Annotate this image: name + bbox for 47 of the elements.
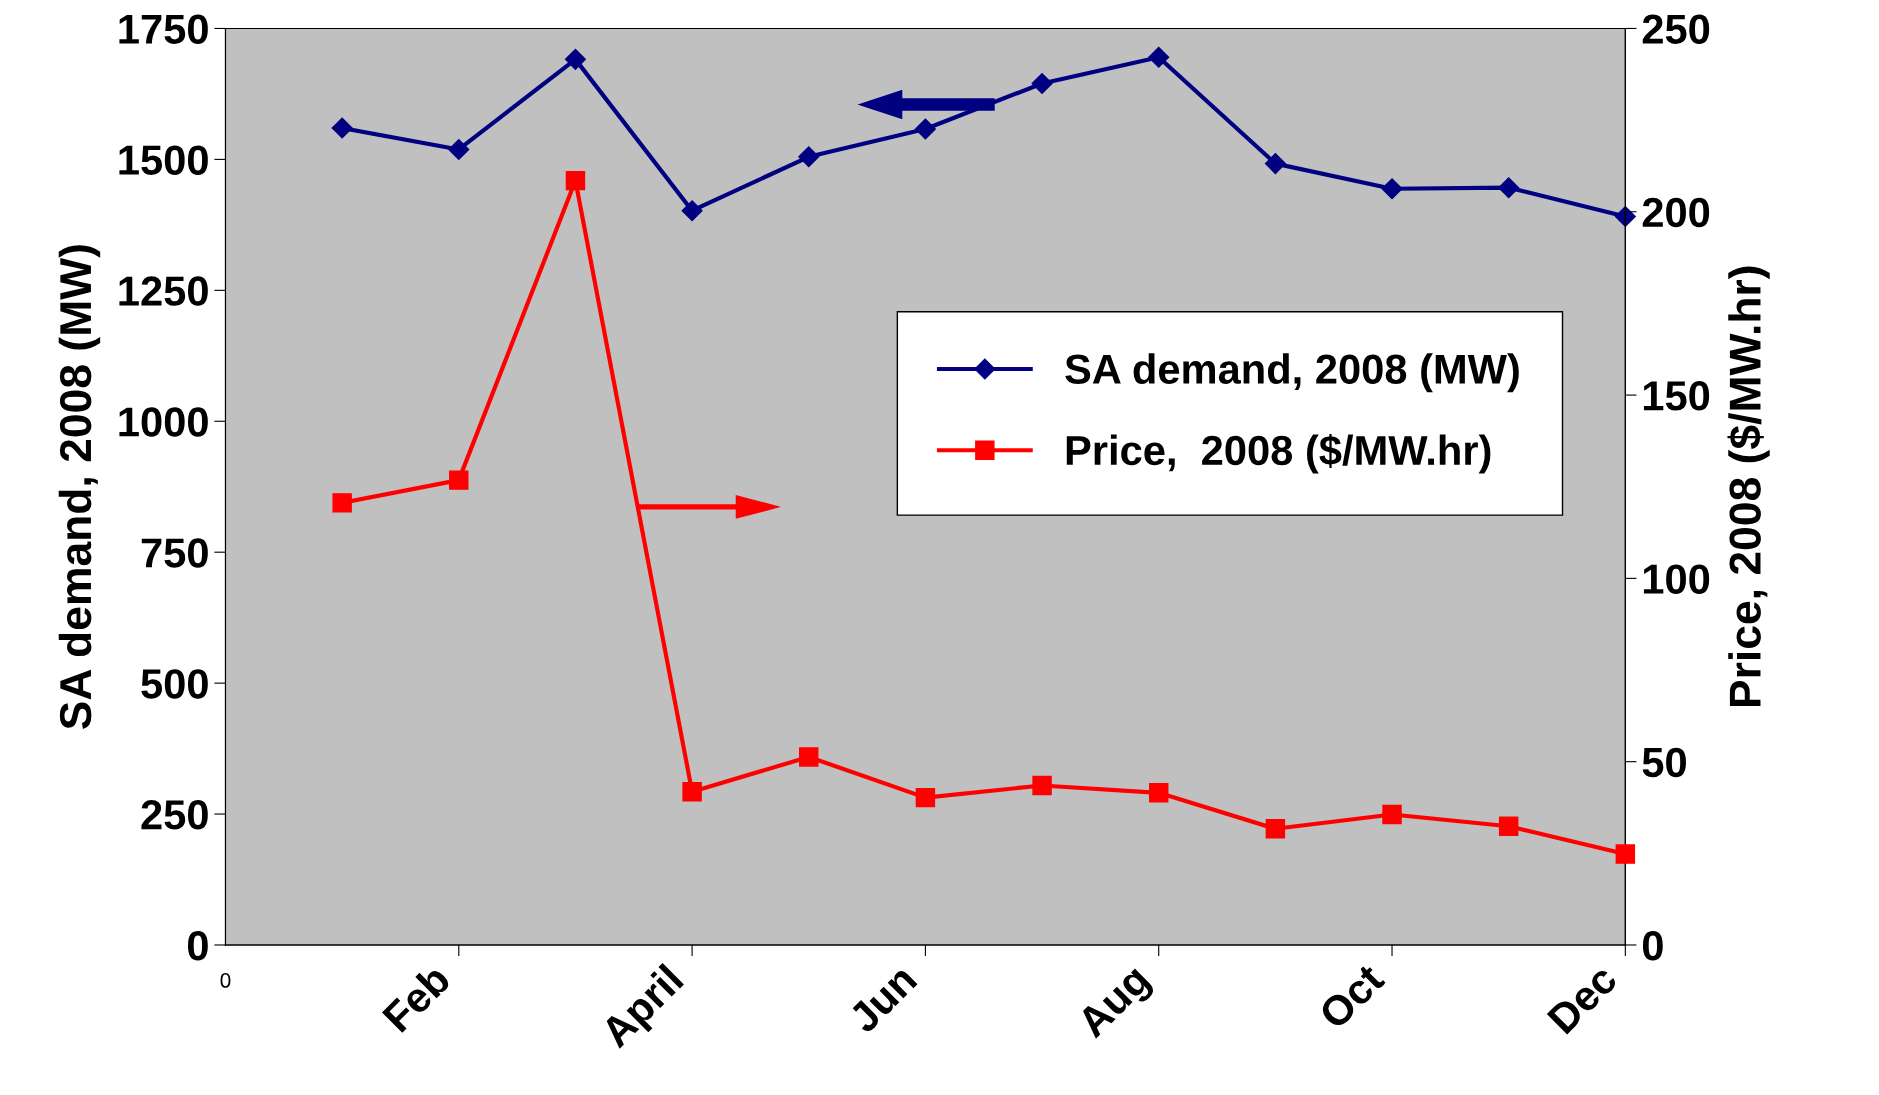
legend-label: Price, 2008 ($/MW.hr) [1066,433,1491,474]
point [1498,177,1520,199]
y2-axis-title: Price, 2008 ($/MW.hr) [1727,266,1770,707]
y2-tick-label: 150 [1643,381,1710,411]
point [1148,46,1170,68]
y2-tick-label: 0 [1642,930,1663,961]
point [332,493,352,513]
point [1148,783,1169,803]
point [1031,72,1053,94]
y-tick-label: 1500 [119,145,208,175]
x-tick-label: Oct [1317,962,1386,1031]
point [1615,844,1636,864]
y-tick-label: 500 [141,669,208,699]
y2-tick-label: 50 [1642,747,1686,778]
y2-tick-label: 250 [1642,14,1710,44]
point [565,170,586,191]
y-axis-title: SA demand, 2008 (MW) [58,245,101,730]
point [449,470,469,490]
point [331,117,353,139]
y-tick-label: 1750 [119,14,208,44]
y-tick-label: 750 [141,538,208,568]
y2-tick-label: 100 [1643,564,1710,594]
point [1265,819,1286,839]
x-tick-label: Dec [1546,962,1619,1035]
y2-tick-label: 200 [1642,197,1710,228]
point [799,747,819,767]
y-tick-label: 0 [187,930,208,961]
point [1381,178,1403,200]
x-tick-label: Jun [847,963,918,1035]
x-tick-label: Aug [1075,963,1157,1045]
text: 0 [220,973,231,988]
point [1264,153,1286,175]
point [915,787,936,808]
point [914,118,936,140]
legend-label: SA demand, 2008 (MW) [1065,353,1519,393]
point [564,48,586,70]
x-tick-label: Feb [380,962,452,1033]
point [798,146,820,168]
y-tick-label: 1000 [119,407,208,437]
point [1498,816,1519,836]
point [448,138,470,160]
point [682,782,702,802]
y-tick-label: 250 [141,800,208,830]
point [1032,775,1052,796]
point [1382,804,1402,825]
point [681,200,703,222]
y-tick-label: 1250 [119,276,208,306]
